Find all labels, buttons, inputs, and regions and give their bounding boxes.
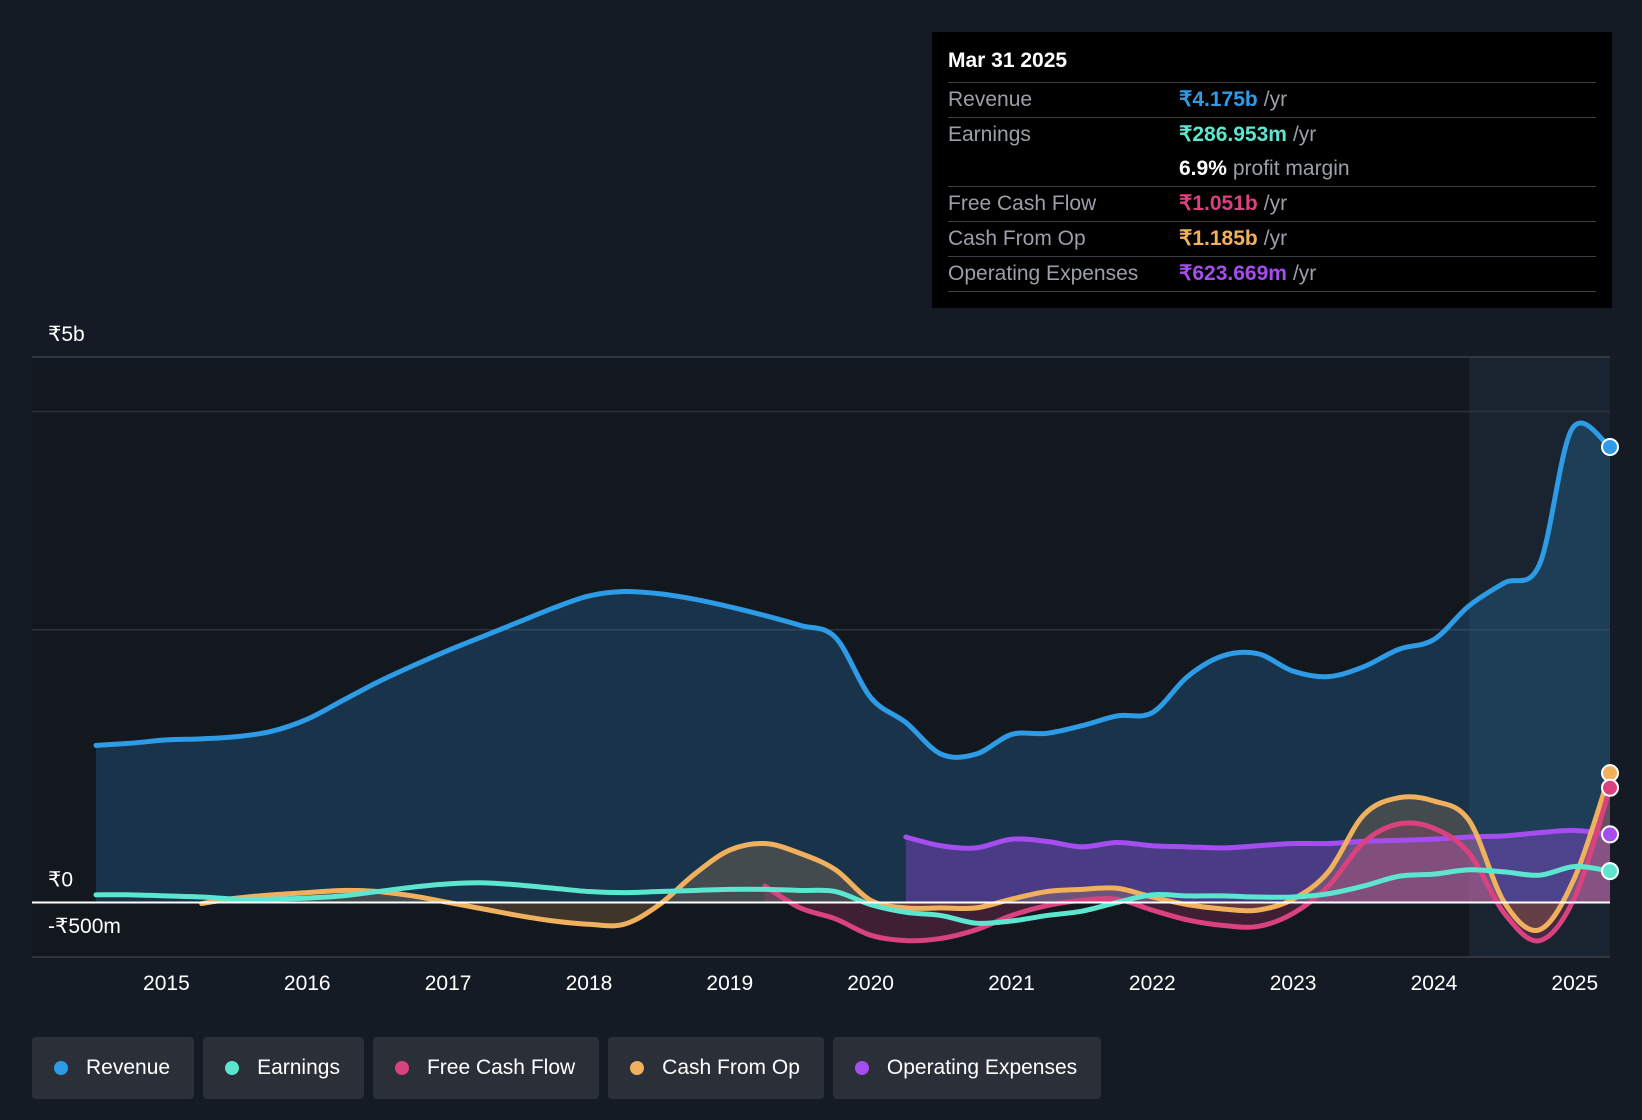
operating-expenses-end-marker (1601, 825, 1619, 844)
plot-background (32, 357, 1610, 957)
x-tick-label: 2015 (143, 972, 190, 995)
tooltip-date: Mar 31 2025 (948, 46, 1596, 83)
tooltip-unit: /yr (1292, 123, 1317, 146)
cash-from-op-end-marker (1601, 764, 1619, 783)
tooltip-value: ₹286.953m (1179, 123, 1287, 146)
x-tick-label: 2021 (988, 972, 1035, 995)
tooltip-value: ₹1.185b (1179, 227, 1258, 250)
y-tick-label: -₹500m (48, 915, 121, 938)
tooltip-row-revenue: Revenue ₹4.175b /yr (948, 83, 1596, 118)
legend-item-operating-expenses[interactable]: Operating Expenses (832, 1037, 1102, 1099)
legend-dot-icon (54, 1061, 68, 1075)
tooltip-value: ₹4.175b (1179, 88, 1258, 111)
tooltip-unit: /yr (1263, 227, 1288, 250)
legend-item-revenue[interactable]: Revenue (32, 1037, 195, 1099)
legend-label: Cash From Op (662, 1056, 800, 1079)
y-tick-label: ₹0 (48, 868, 73, 891)
earnings-line (93, 863, 1613, 926)
x-axis-labels: 2015 2016 2017 2018 2019 2020 2021 2022 2023 2024… (143, 972, 1598, 995)
tooltip-row-cash-from-op: Cash From Op ₹1.185b /yr (948, 222, 1596, 257)
tooltip-label: Cash From Op (948, 227, 1086, 250)
tooltip-row-operating-expenses: Operating Expenses ₹623.669m /yr (948, 257, 1596, 292)
tooltip-value: 6.9% (1179, 157, 1227, 180)
tooltip-value: ₹1.051b (1179, 192, 1258, 215)
revenue-end-marker (1601, 438, 1619, 456)
x-tick-label: 2023 (1270, 972, 1317, 995)
tooltip-row-free-cash-flow: Free Cash Flow ₹1.051b /yr (948, 187, 1596, 222)
end-markers (1601, 438, 1619, 881)
tooltip-value: ₹623.669m (1179, 262, 1287, 285)
x-tick-label: 2020 (847, 972, 894, 995)
legend-label: Free Cash Flow (426, 1056, 576, 1079)
tooltip-row-earnings: Earnings ₹286.953m /yr (948, 118, 1596, 152)
tooltip-label: Operating Expenses (948, 262, 1139, 285)
y-axis-labels: ₹5b ₹0 -₹500m (48, 323, 121, 938)
legend-item-free-cash-flow[interactable]: Free Cash Flow (372, 1037, 600, 1099)
x-tick-label: 2022 (1129, 972, 1176, 995)
legend-dot-icon (630, 1061, 645, 1075)
x-tick-label: 2018 (566, 972, 613, 995)
x-tick-label: 2019 (706, 972, 753, 995)
legend-label: Earnings (257, 1056, 340, 1079)
x-tick-label: 2025 (1551, 972, 1598, 995)
tooltip-unit: /yr (1263, 88, 1288, 111)
legend-label: Revenue (86, 1056, 171, 1079)
tooltip-label: Free Cash Flow (948, 192, 1097, 215)
tooltip-unit: profit margin (1232, 157, 1350, 180)
legend-item-earnings[interactable]: Earnings (203, 1037, 364, 1099)
x-tick-label: 2017 (425, 972, 472, 995)
tooltip-panel: Mar 31 2025 Revenue ₹4.175b /yr Earnings… (932, 32, 1612, 308)
revenue-line (93, 420, 1613, 760)
tooltip-label: Revenue (948, 88, 1033, 111)
tooltip-label: Earnings (948, 123, 1031, 146)
x-tick-label: 2024 (1411, 972, 1458, 995)
tooltip-row-profit-margin: 6.9% profit margin (948, 152, 1596, 187)
legend-item-cash-from-op[interactable]: Cash From Op (608, 1037, 824, 1099)
legend-label: Operating Expenses (886, 1056, 1078, 1079)
tooltip-label (948, 152, 1179, 186)
free-cash-flow-line (762, 785, 1613, 944)
legend-dot-icon (225, 1061, 240, 1075)
free-cash-flow-end-marker (1601, 778, 1619, 797)
legend-dot-icon (394, 1061, 409, 1075)
earnings-end-marker (1601, 862, 1619, 881)
revenue-area (96, 423, 1610, 903)
series-lines (93, 420, 1613, 944)
y-tick-label: ₹5b (48, 323, 85, 346)
tooltip-unit: /yr (1263, 192, 1288, 215)
tooltip-unit: /yr (1292, 262, 1317, 285)
x-tick-label: 2016 (284, 972, 331, 995)
legend-dot-icon (854, 1061, 869, 1075)
operating-expenses-line (903, 827, 1613, 851)
legend: Revenue Earnings Free Cash Flow Cash Fro… (32, 1037, 1102, 1099)
